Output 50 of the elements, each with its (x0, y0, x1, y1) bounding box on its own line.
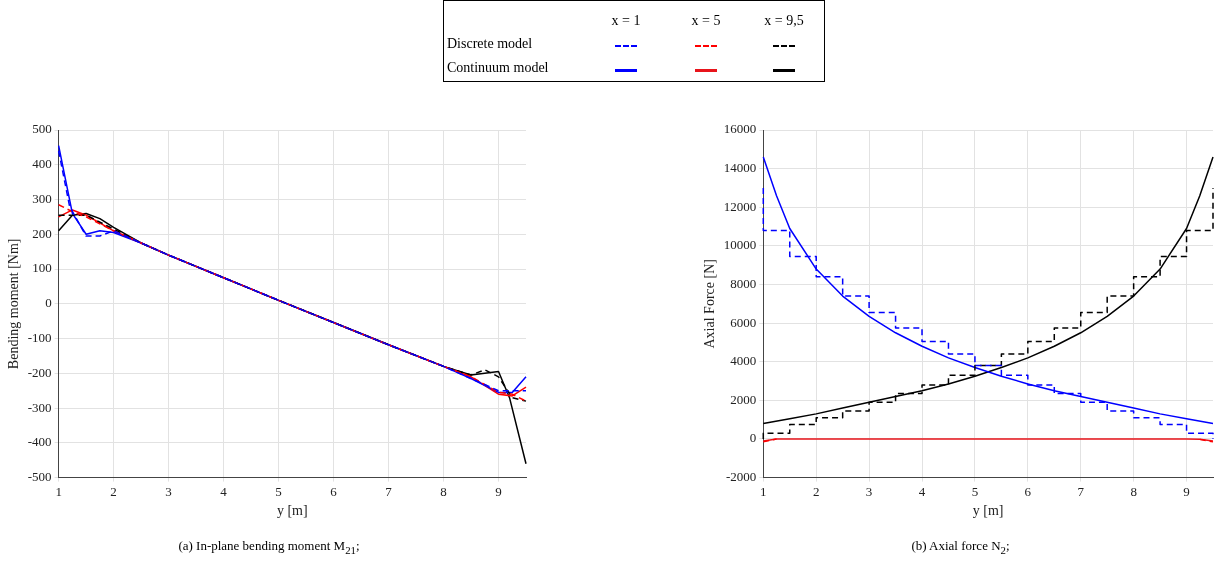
x-tick-label: 5 (971, 483, 979, 499)
text: Continuum model (447, 60, 549, 76)
text: x = 9,5 (763, 13, 805, 29)
y-tick-label: 200 (32, 225, 52, 241)
x-tick-label: 6 (1024, 483, 1032, 499)
x-tick-label: 8 (1130, 483, 1137, 499)
y-tick-label: 400 (32, 156, 52, 172)
text: (a) In-plane bending moment M$_{21}$; (177, 538, 361, 556)
y-tick-label: 2000 (730, 391, 757, 407)
y-tick-label: 12000 (723, 198, 757, 214)
y-tick-label: 500 (32, 121, 52, 137)
x-tick-label: 7 (385, 483, 393, 499)
x-tick-label: 1 (760, 483, 767, 499)
y-tick-label: -100 (27, 329, 52, 345)
y-tick-label: 300 (32, 190, 52, 206)
x-tick-label: 3 (865, 483, 873, 499)
x-tick-label: 9 (1183, 483, 1190, 499)
text: x = 5 (690, 13, 722, 29)
y-tick-label: -500 (27, 469, 52, 485)
x-tick-label: 4 (220, 483, 228, 499)
y-tick-label: 0 (749, 430, 757, 446)
y-tick-label: 100 (32, 260, 52, 276)
y-tick-label: 10000 (723, 237, 757, 253)
y-tick-label: 14000 (723, 160, 757, 176)
y-tick-label: -400 (27, 434, 52, 450)
x-tick-label: 9 (495, 483, 502, 499)
text: x = 1 (610, 13, 642, 29)
text: Discrete model (447, 36, 533, 52)
x-tick-label: 1 (55, 483, 62, 499)
x-axis-title: y [m] (972, 503, 1004, 519)
text: (b) Axial force N$_{2}$; (910, 538, 1011, 556)
x-axis-title: y [m] (276, 503, 308, 519)
x-tick-label: 2 (812, 483, 820, 499)
x-tick-label: 6 (330, 483, 338, 499)
x-tick-label: 8 (440, 483, 447, 499)
x-tick-label: 2 (110, 483, 117, 499)
y-tick-label: 16000 (723, 121, 757, 137)
y-tick-label: 4000 (730, 353, 757, 369)
y-tick-label: 8000 (730, 275, 757, 291)
y-tick-label: -200 (27, 364, 52, 380)
x-tick-label: 7 (1077, 483, 1085, 499)
y-tick-label: 6000 (730, 314, 757, 330)
x-tick-label: 4 (918, 483, 926, 499)
x-tick-label: 5 (275, 483, 282, 499)
y-tick-label: 0 (45, 295, 52, 311)
y-tick-label: -2000 (725, 469, 757, 485)
x-tick-label: 3 (165, 483, 172, 499)
y-axis-title: Bending moment [Nm] (6, 238, 22, 370)
y-tick-label: -300 (27, 399, 52, 415)
y-axis-title: Axial Force [N] (702, 259, 718, 349)
